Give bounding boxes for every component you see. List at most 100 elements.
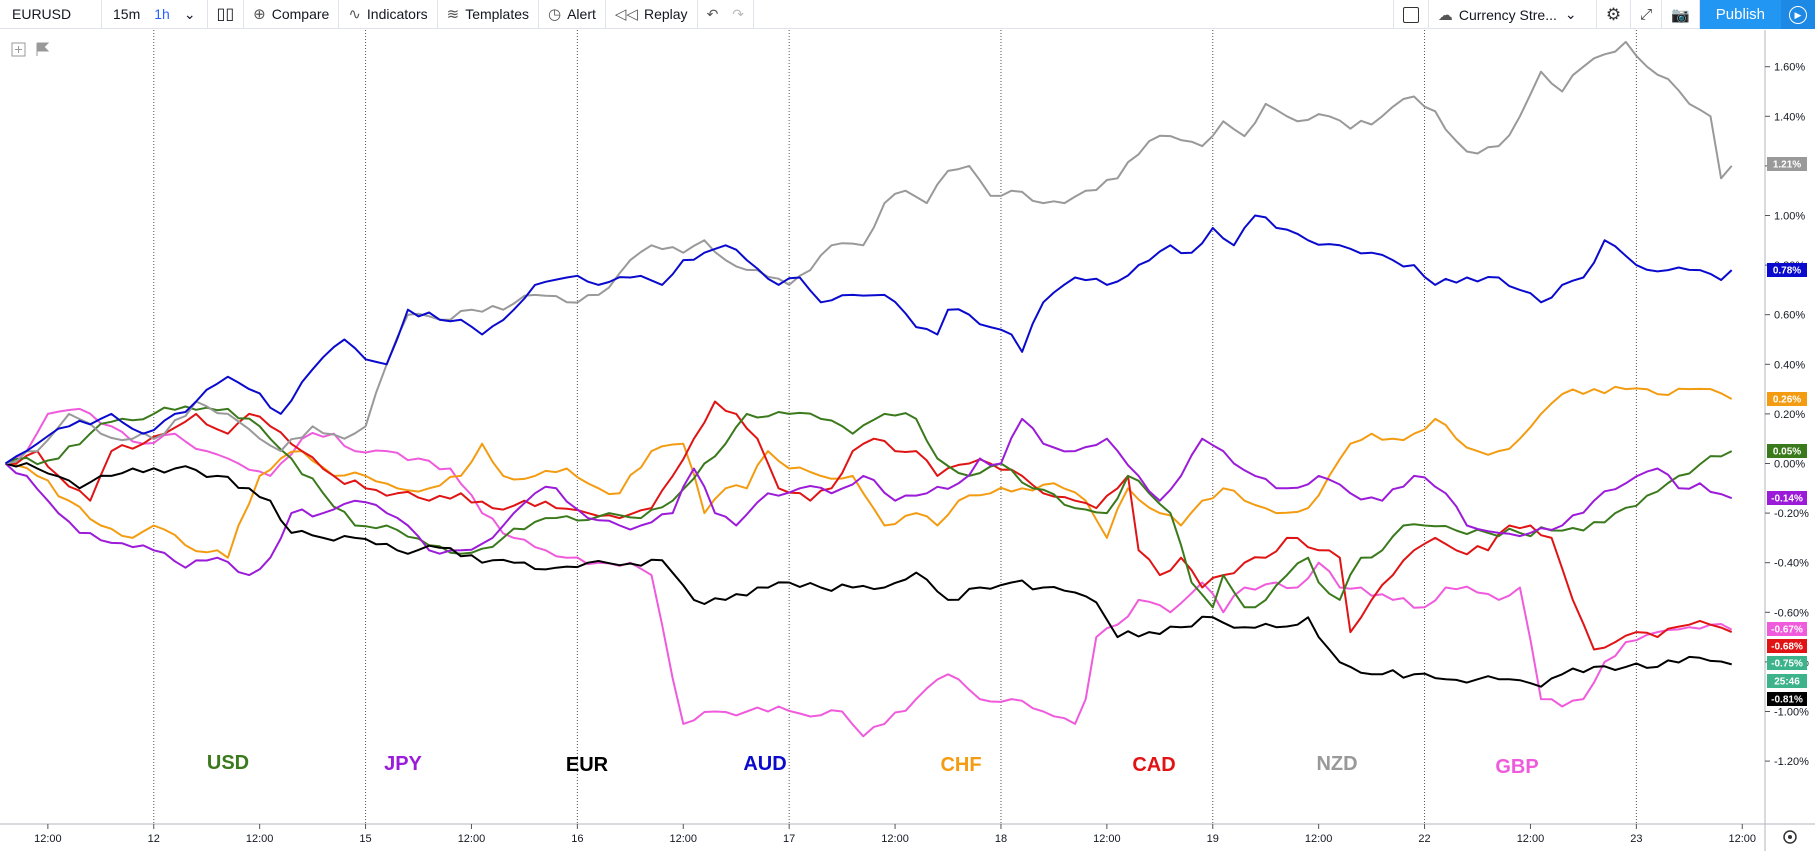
- series-line-usd: [5, 405, 1733, 609]
- price-tick-label: 1.40%: [1774, 111, 1805, 123]
- replay-button[interactable]: ◁◁ Replay: [606, 0, 698, 29]
- indicators-icon: ∿: [348, 6, 361, 23]
- replay-label: Replay: [643, 6, 688, 22]
- right-tools: ☁ Currency Stre... ⌄ ⚙ ⤢ 📷 Publish ▶: [1392, 0, 1815, 29]
- last-value-label: -0.68%: [1771, 642, 1803, 653]
- time-tick-label: 12:00: [1728, 833, 1756, 845]
- publish-label: Publish: [1715, 6, 1765, 23]
- fullscreen-button[interactable]: ⤢: [1631, 0, 1663, 29]
- last-value-label: -0.75%: [1771, 659, 1803, 670]
- symbol-search[interactable]: EURUSD: [0, 0, 102, 29]
- undo-icon[interactable]: ↶: [706, 5, 719, 22]
- indicators-label: Indicators: [366, 6, 428, 22]
- time-tick-label: 12:00: [1093, 833, 1121, 845]
- redo-icon[interactable]: ↷: [732, 5, 745, 22]
- last-value-label: -0.14%: [1771, 494, 1803, 505]
- chart-type-button[interactable]: ▯▯: [208, 0, 245, 29]
- currency-label-usd: USD: [207, 752, 249, 774]
- expand-icon[interactable]: [11, 42, 26, 57]
- fullscreen-icon: ⤢: [1640, 6, 1653, 23]
- alert-button[interactable]: ◷ Alert: [539, 0, 606, 29]
- series-line-cad: [5, 400, 1733, 651]
- currency-labels: USD JPY EUR AUD CHF CAD NZD GBP: [207, 752, 1539, 778]
- time-tick-label: 18: [995, 833, 1007, 845]
- last-value-tag: [1767, 444, 1807, 458]
- chevron-down-icon: ⌄: [1564, 6, 1577, 22]
- templates-icon: ≋: [446, 6, 460, 23]
- price-tick-label: -0.20%: [1774, 508, 1809, 520]
- candles-icon: ▯▯: [216, 6, 235, 23]
- last-value-tag: [1767, 491, 1807, 505]
- publish-button[interactable]: Publish: [1699, 0, 1781, 29]
- time-tick-label: 12:00: [881, 833, 909, 845]
- last-value-tag: [1767, 157, 1807, 171]
- last-value-tag: [1767, 263, 1807, 277]
- undo-redo-group: ↶ ↷: [698, 0, 755, 29]
- templates-label: Templates: [465, 6, 529, 22]
- chart-pane[interactable]: [0, 30, 1765, 824]
- publish-play-button[interactable]: ▶: [1781, 0, 1815, 29]
- series-line-chf: [5, 385, 1733, 559]
- currency-label-chf: CHF: [940, 754, 981, 776]
- indicator-dropdown[interactable]: ☁ Currency Stre... ⌄: [1429, 0, 1597, 29]
- gear-icon: ⚙: [1605, 4, 1622, 24]
- price-tick-label: -1.20%: [1774, 756, 1809, 768]
- last-value-tags: 1.21% 0.78% 0.26% 0.05% -0.14% -0.67% -0.68% -0…: [1767, 157, 1807, 706]
- time-tick-label: 12:00: [246, 833, 274, 845]
- currency-label-eur: EUR: [566, 754, 609, 776]
- time-tick-label: 16: [571, 833, 583, 845]
- time-tick-label: 23: [1630, 833, 1642, 845]
- top-toolbar: EURUSD 15m 1h ⌄ ▯▯ ⊕ Compare ∿ Indicators …: [0, 0, 1815, 29]
- price-tick-label: -1.00%: [1774, 707, 1809, 719]
- time-tick-label: 12:00: [458, 833, 486, 845]
- indicators-button[interactable]: ∿ Indicators: [339, 0, 438, 29]
- last-value-tag: [1767, 674, 1807, 688]
- price-tick-label: -0.60%: [1774, 607, 1809, 619]
- price-tick-label: -0.40%: [1774, 558, 1809, 570]
- gear-hub: [1788, 835, 1792, 839]
- price-tick-label: 0.60%: [1774, 310, 1805, 322]
- compare-label: Compare: [271, 6, 330, 22]
- time-tick-label: 19: [1207, 833, 1219, 845]
- compare-button[interactable]: ⊕ Compare: [244, 0, 340, 29]
- price-tick-label: 0.00%: [1774, 459, 1805, 471]
- last-value-label: 0.78%: [1773, 266, 1801, 277]
- price-tick-label: 1.60%: [1774, 62, 1805, 74]
- interval-1h[interactable]: 1h: [154, 6, 170, 22]
- time-axis[interactable]: 12:00 12 12:00 15 12:00 16 12:00 17 12:00 18 12:00…: [34, 824, 1756, 845]
- chevron-down-icon[interactable]: ⌄: [183, 5, 196, 22]
- day-separators: [153, 30, 1637, 824]
- series-line-aud: [4, 214, 1733, 465]
- settings-button[interactable]: ⚙: [1597, 0, 1632, 29]
- time-tick-label: 12:00: [1305, 833, 1333, 845]
- series-line-nzd: [5, 40, 1733, 465]
- templates-button[interactable]: ≋ Templates: [438, 0, 539, 29]
- last-value-label: 25:46: [1774, 677, 1800, 688]
- last-value-tag: [1767, 392, 1807, 406]
- alert-label: Alert: [567, 6, 596, 22]
- alarm-clock-icon: ◷: [548, 6, 562, 23]
- last-value-tag: [1767, 639, 1807, 653]
- layout-button[interactable]: [1392, 0, 1429, 29]
- last-value-label: 1.21%: [1773, 160, 1801, 171]
- pane-controls: [11, 42, 50, 57]
- time-tick-label: 12:00: [669, 833, 697, 845]
- indicator-name: Currency Stre...: [1458, 6, 1557, 23]
- symbol-label: EURUSD: [12, 6, 72, 22]
- last-value-tag: [1767, 692, 1807, 706]
- time-tick-label: 22: [1418, 833, 1430, 845]
- last-value-label: 0.26%: [1773, 395, 1801, 406]
- currency-label-jpy: JPY: [384, 753, 422, 775]
- last-value-label: -0.81%: [1771, 695, 1803, 706]
- time-tick-label: 12:00: [1517, 833, 1545, 845]
- interval-group: 15m 1h ⌄: [102, 0, 208, 29]
- snapshot-button[interactable]: 📷: [1662, 0, 1700, 29]
- gear-icon[interactable]: [1783, 830, 1797, 844]
- currency-label-gbp: GBP: [1495, 756, 1538, 778]
- interval-15m[interactable]: 15m: [113, 6, 141, 22]
- last-value-label: -0.67%: [1771, 625, 1803, 636]
- price-tick-label: 0.20%: [1774, 409, 1805, 421]
- flag-icon[interactable]: [36, 42, 50, 56]
- play-icon: ▶: [1789, 5, 1807, 24]
